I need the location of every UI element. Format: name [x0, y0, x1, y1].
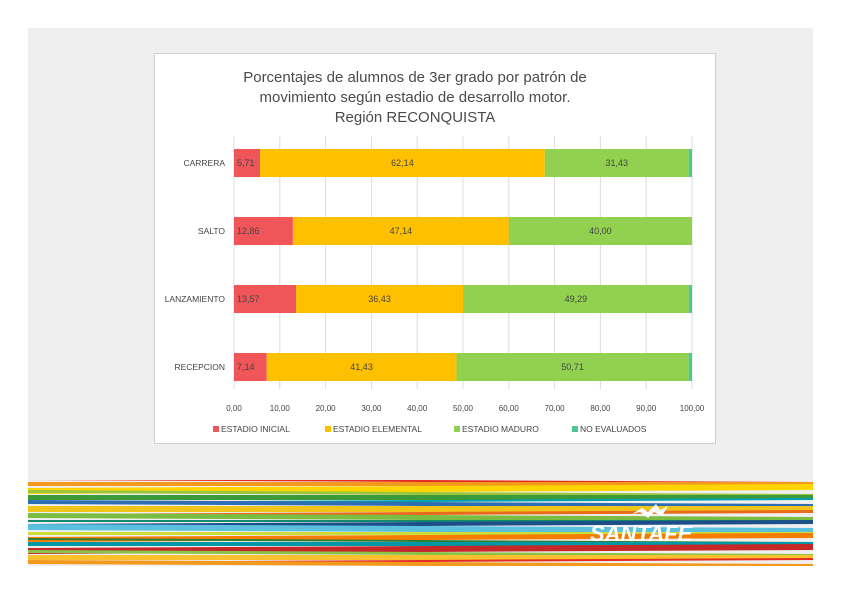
- chart-title-line-1: Porcentajes de alumnos de 3er grado por …: [243, 69, 587, 86]
- legend-swatch-3: [572, 426, 578, 432]
- category-label-2: LANZAMIENTO: [165, 294, 226, 304]
- data-label-3-2: 50,71: [561, 362, 584, 372]
- category-label-0: CARRERA: [183, 158, 225, 168]
- bar-segment-0-2: [544, 149, 689, 177]
- bar-segment-0-1: [260, 149, 545, 177]
- legend-label-3: NO EVALUADOS: [580, 424, 647, 434]
- bar-segment-3-3: [688, 353, 692, 381]
- bar-segment-2-1: [296, 285, 463, 313]
- data-label-0-0: 5,71: [237, 158, 255, 168]
- decorative-stripes: [28, 480, 813, 566]
- bar-segment-0-0: [234, 149, 261, 177]
- x-tick-label-8: 80,00: [590, 404, 611, 413]
- x-tick-label-3: 30,00: [361, 404, 382, 413]
- category-label-3: RECEPCION: [174, 362, 225, 372]
- bar-segment-1-2: [508, 217, 692, 245]
- chart-title-line-3: Región RECONQUISTA: [334, 109, 496, 126]
- bar-segment-1-0: [234, 217, 293, 245]
- x-tick-label-4: 40,00: [407, 404, 428, 413]
- legend-swatch-2: [454, 426, 460, 432]
- bar-segment-2-2: [463, 285, 689, 313]
- data-label-2-0: 13,57: [237, 294, 260, 304]
- x-tick-label-5: 50,00: [453, 404, 474, 413]
- bar-segment-1-1: [292, 217, 509, 245]
- x-tick-label-7: 70,00: [545, 404, 566, 413]
- bar-segment-3-0: [234, 353, 267, 381]
- category-label-1: SALTO: [198, 226, 225, 236]
- santafe-logo-text: SANTAFE: [590, 521, 693, 546]
- x-tick-label-10: 100,00: [680, 404, 705, 413]
- bar-segment-3-2: [456, 353, 689, 381]
- bar-segment-2-3: [688, 285, 692, 313]
- data-label-2-1: 36,43: [368, 294, 391, 304]
- stripe-12: [28, 524, 813, 534]
- legend-swatch-0: [213, 426, 219, 432]
- data-label-3-1: 41,43: [350, 362, 373, 372]
- stacked-bar-chart: CARRERA 5,71 62,14 31,43 SALTO 12,86 47,14 40,0…: [165, 136, 705, 434]
- stripe-7: [28, 506, 813, 512]
- bar-segment-3-1: [266, 353, 457, 381]
- bar-segment-0-3: [688, 149, 692, 177]
- legend-label-1: ESTADIO ELEMENTAL: [333, 424, 422, 434]
- chart-title-line-2: movimiento según estadio de desarrollo m…: [259, 89, 571, 106]
- data-label-1-2: 40,00: [589, 226, 612, 236]
- legend-swatch-1: [325, 426, 331, 432]
- santafe-bird-logo-icon: [632, 504, 668, 518]
- data-label-0-2: 31,43: [605, 158, 628, 168]
- bar-segment-2-0: [234, 285, 297, 313]
- x-tick-label-0: 0,00: [226, 404, 242, 413]
- data-label-0-1: 62,14: [391, 158, 414, 168]
- x-tick-label-9: 90,00: [636, 404, 657, 413]
- x-tick-label-1: 10,00: [270, 404, 291, 413]
- chart-panel: Porcentajes de alumnos de 3er grado por …: [154, 53, 716, 444]
- stripe-19: [28, 555, 813, 560]
- legend-label-2: ESTADIO MADURO: [462, 424, 539, 434]
- stripe-4: [28, 495, 813, 500]
- data-label-2-2: 49,29: [565, 294, 588, 304]
- x-tick-label-2: 20,00: [316, 404, 337, 413]
- data-label-3-0: 7,14: [237, 362, 255, 372]
- data-label-1-1: 47,14: [390, 226, 413, 236]
- data-label-1-0: 12,86: [237, 226, 260, 236]
- stripe-9: [28, 513, 813, 522]
- legend-label-0: ESTADIO INICIAL: [221, 424, 290, 434]
- x-tick-label-6: 60,00: [499, 404, 520, 413]
- stripe-21: [28, 560, 813, 566]
